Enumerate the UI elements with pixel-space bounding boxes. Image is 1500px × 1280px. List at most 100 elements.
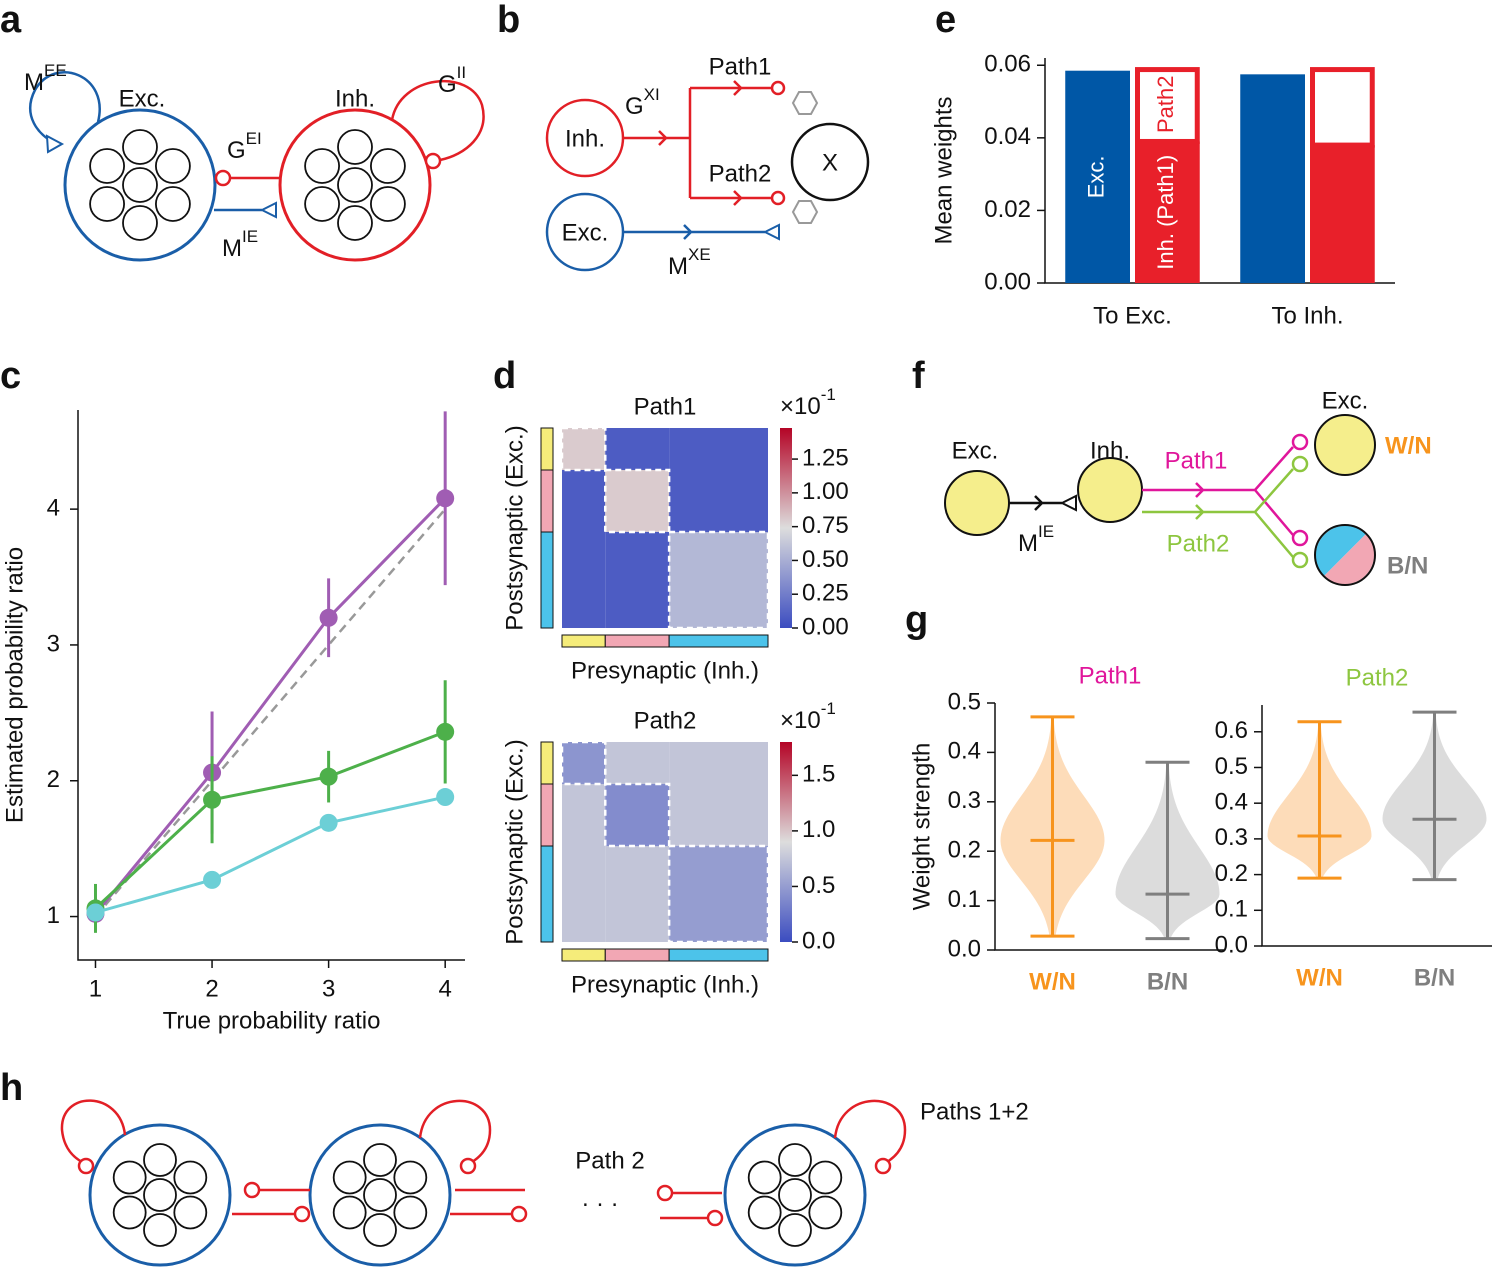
- y-tick-label: 4: [47, 494, 60, 521]
- y-tick-label: 0.2: [948, 837, 981, 864]
- marker: [436, 788, 455, 807]
- dendrite: [791, 91, 819, 115]
- cell: [337, 129, 373, 165]
- exc-population: [63, 108, 217, 262]
- colorbar-tick-label: 1.5: [802, 761, 835, 788]
- colorbar: [780, 742, 792, 942]
- y-tick-label: 0.2: [1215, 860, 1248, 887]
- synapse: [510, 1205, 528, 1223]
- heatmap-block: [562, 742, 606, 784]
- series-line: [94, 730, 446, 910]
- loop: [60, 1099, 127, 1164]
- group-strip: [540, 845, 554, 943]
- colorbar-tick-label: 1.25: [802, 444, 849, 471]
- x-tick-label: 3: [322, 975, 335, 1002]
- colorbar-tick-label: 0.0: [802, 927, 835, 954]
- cell: [173, 1195, 208, 1230]
- heatmap-block: [562, 846, 606, 942]
- panel-label: f: [912, 355, 925, 397]
- base: G: [438, 71, 457, 98]
- cell: [143, 1178, 177, 1212]
- x-tick-label: 4: [439, 975, 452, 1002]
- base: G: [227, 137, 246, 164]
- inh-label: Inh.: [1090, 437, 1130, 464]
- heatmap-title: Path2: [634, 707, 697, 734]
- gei-label: GEI: [227, 129, 262, 164]
- synapse: [1291, 551, 1309, 569]
- y-tick-label: 0.1: [948, 886, 981, 913]
- gii-label: GII: [438, 63, 466, 98]
- axis-label: Postsynaptic (Exc.): [501, 425, 528, 630]
- axis: [77, 410, 465, 961]
- block-outline: [604, 782, 671, 848]
- heatmap-block: [605, 428, 670, 470]
- base: M: [24, 69, 44, 96]
- group-strip: [668, 948, 769, 962]
- group-strip: [540, 427, 554, 471]
- x-tick-label: To Exc.: [1093, 302, 1172, 329]
- x-tick-label: W/N: [1296, 964, 1343, 991]
- heatmap-block: [605, 846, 670, 942]
- base: M: [668, 253, 688, 280]
- path1-label: Path1: [709, 53, 772, 80]
- bar-label: Inh. (Path1): [1153, 155, 1178, 270]
- series-line: [94, 497, 447, 915]
- wn-label: W/N: [1385, 432, 1432, 459]
- population: [723, 1123, 867, 1267]
- y-tick-label: 0.1: [1215, 896, 1248, 923]
- heatmap-block: [669, 784, 768, 846]
- arrow-head: [259, 201, 277, 219]
- x-axis-label: Presynaptic (Inh.): [571, 657, 759, 684]
- exc-pre-node: [944, 470, 1010, 536]
- y-tick-label: 0.02: [984, 196, 1031, 223]
- heatmap-block: [669, 428, 768, 470]
- y-tick-label: 0.04: [984, 123, 1031, 150]
- group-strip: [540, 531, 554, 629]
- superscript: XI: [644, 85, 660, 104]
- cell: [393, 1195, 428, 1230]
- marker: [86, 903, 105, 922]
- block-outline: [604, 468, 671, 534]
- group-strip: [561, 634, 606, 648]
- group-strip: [561, 948, 606, 962]
- mee-label: MEE: [24, 61, 67, 96]
- cell: [337, 167, 373, 203]
- exc-post-node: [1314, 414, 1376, 476]
- cell: [337, 205, 373, 241]
- diagram-h: Path 2 · · · Paths 1+2: [60, 1098, 1029, 1267]
- cell: [122, 129, 158, 165]
- path2-lines: [1142, 468, 1294, 558]
- axis-label: Weight strength: [908, 743, 935, 911]
- cell: [122, 167, 158, 203]
- heatmap-block: [669, 470, 768, 532]
- mee-loop: [29, 71, 101, 145]
- colorbar: [780, 428, 792, 628]
- synapse: [1291, 433, 1309, 451]
- y-tick-label: 0.0: [948, 935, 981, 962]
- paths-label: Paths 1+2: [920, 1098, 1029, 1125]
- bar: [1240, 74, 1305, 283]
- cell: [89, 186, 125, 222]
- group-strip: [540, 783, 554, 847]
- synapse: [656, 1184, 674, 1202]
- gxi-label: GXI: [625, 85, 660, 120]
- colorbar-scale: ×10-1: [780, 385, 836, 420]
- bar: [1310, 145, 1375, 283]
- marker: [319, 813, 338, 832]
- cell: [155, 186, 191, 222]
- panel-label: c: [0, 355, 21, 397]
- panel-label: b: [497, 0, 520, 41]
- cell: [143, 1213, 177, 1247]
- mie-label: MIE: [222, 227, 258, 262]
- inh-node: [1077, 457, 1143, 523]
- cell: [112, 1195, 147, 1230]
- cell: [747, 1195, 782, 1230]
- y-tick-label: 0.4: [948, 738, 981, 765]
- diagram-f: Exc. Inh. Path1 Path2 MIE Exc. W/N B/N: [944, 387, 1432, 586]
- heatmap-block: [605, 784, 670, 846]
- reference-line: [94, 508, 447, 918]
- bar: [1135, 141, 1200, 283]
- scale-base: ×10: [780, 707, 821, 734]
- x-tick-label: W/N: [1029, 968, 1076, 995]
